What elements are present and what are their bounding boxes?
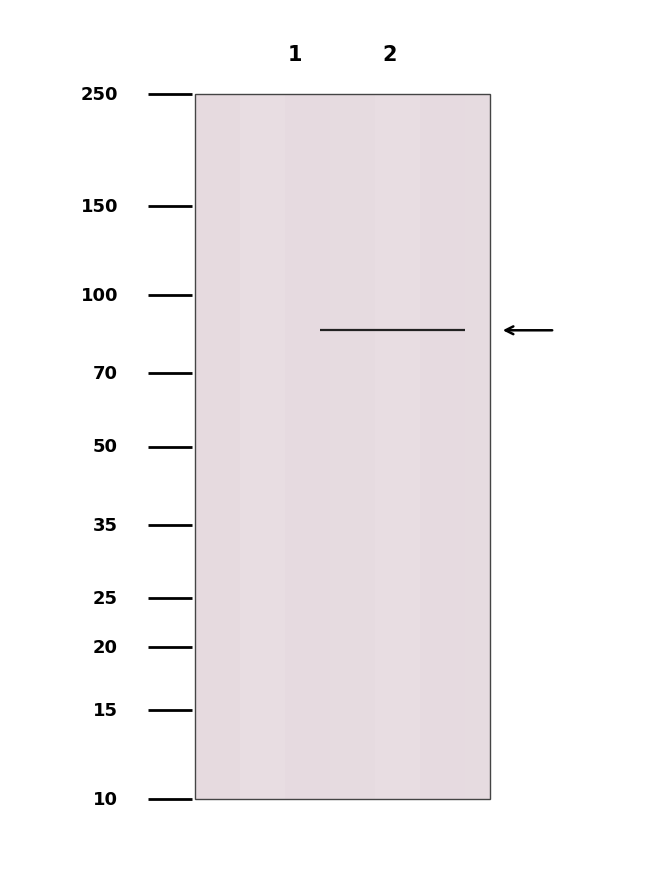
Bar [197,95,240,799]
Text: 35: 35 [93,516,118,534]
Text: 1: 1 [288,45,302,65]
Text: 50: 50 [93,438,118,456]
Bar [420,95,465,799]
Text: 15: 15 [93,701,118,720]
Bar [195,95,490,799]
Text: 10: 10 [93,790,118,808]
Text: 20: 20 [93,639,118,656]
Text: 250: 250 [81,86,118,104]
Bar [195,95,490,799]
Bar [285,95,330,799]
Text: 150: 150 [81,197,118,216]
Bar [465,95,490,799]
Text: 25: 25 [93,590,118,607]
Text: 2: 2 [383,45,397,65]
Text: 70: 70 [93,364,118,382]
Bar [330,95,375,799]
Text: 100: 100 [81,287,118,304]
